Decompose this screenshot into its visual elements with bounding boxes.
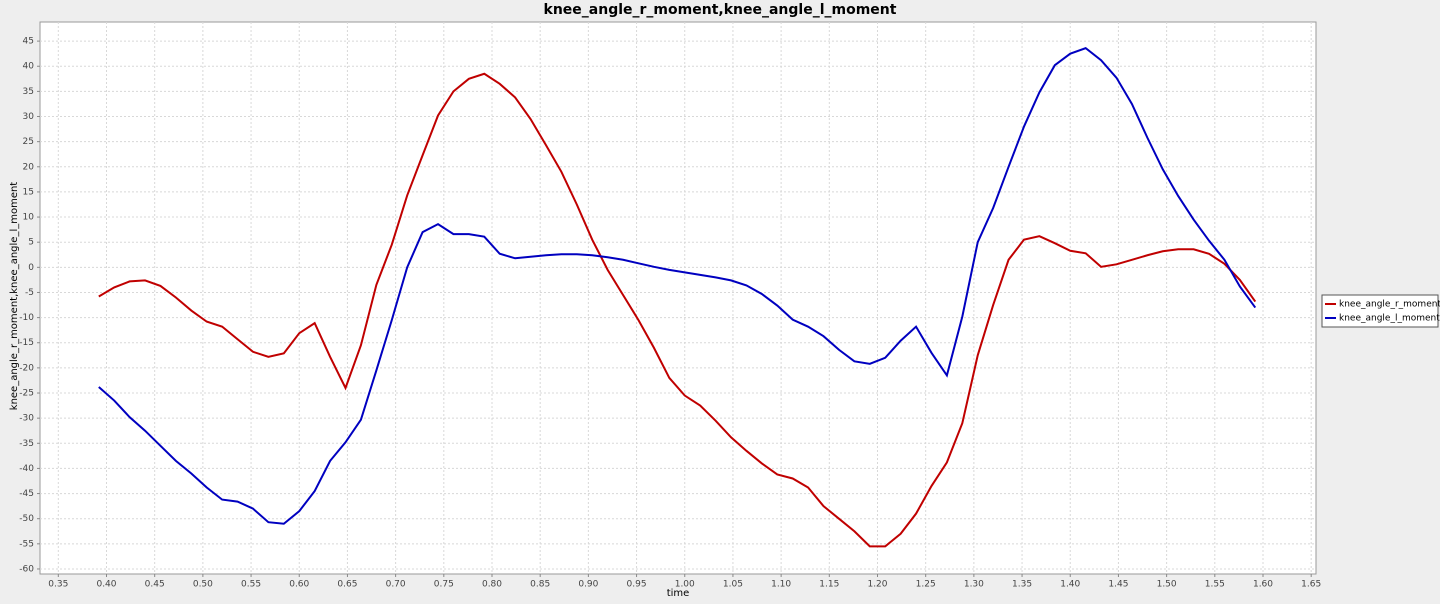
- x-tick-label: 1.05: [723, 580, 743, 590]
- x-tick-label: 0.40: [96, 580, 116, 590]
- x-tick-label: 1.50: [1157, 580, 1177, 590]
- x-tick-label: 1.40: [1060, 580, 1080, 590]
- legend-label: knee_angle_r_moment: [1339, 300, 1440, 310]
- y-tick-label: -5: [25, 288, 34, 298]
- y-tick-label: -60: [19, 564, 34, 574]
- y-tick-label: -50: [19, 514, 34, 524]
- x-tick-label: 1.25: [916, 580, 936, 590]
- plot-area: [39, 21, 1317, 575]
- x-tick-label: 0.45: [145, 580, 165, 590]
- x-tick-label: 0.90: [578, 580, 598, 590]
- x-tick-label: 1.45: [1108, 580, 1128, 590]
- series-line: [98, 72, 1257, 548]
- y-tick-label: 15: [23, 187, 34, 197]
- x-tick-label: 1.20: [867, 580, 887, 590]
- series-line: [98, 47, 1257, 525]
- y-tick-label: 10: [23, 213, 35, 223]
- x-tick-label: 1.55: [1205, 580, 1225, 590]
- x-tick-label: 0.35: [48, 580, 68, 590]
- y-tick-label: -45: [19, 489, 34, 499]
- y-tick-label: 40: [23, 62, 35, 72]
- x-tick-label: 1.35: [1012, 580, 1032, 590]
- x-tick-label: 0.95: [627, 580, 647, 590]
- y-tick-label: -20: [19, 363, 34, 373]
- x-tick-label: 0.55: [241, 580, 261, 590]
- x-tick-label: 0.80: [482, 580, 502, 590]
- y-tick-label: 5: [28, 238, 34, 248]
- y-tick-label: -55: [19, 539, 34, 549]
- y-tick-label: -10: [19, 313, 34, 323]
- y-tick-label: 35: [23, 87, 34, 97]
- y-tick-label: 30: [23, 112, 35, 122]
- x-tick-label: 0.60: [289, 580, 309, 590]
- x-tick-label: 1.30: [964, 580, 984, 590]
- x-tick-label: 0.70: [386, 580, 406, 590]
- y-tick-label: -25: [19, 389, 34, 399]
- y-tick-label: -15: [19, 338, 34, 348]
- x-tick-label: 1.65: [1301, 580, 1321, 590]
- y-tick-label: -30: [19, 414, 34, 424]
- x-tick-label: 1.00: [675, 580, 695, 590]
- x-tick-label: 1.60: [1253, 580, 1273, 590]
- x-tick-label: 0.65: [337, 580, 357, 590]
- x-axis-label: time: [667, 588, 690, 599]
- x-tick-label: 1.10: [771, 580, 791, 590]
- y-tick-label: 0: [28, 263, 34, 273]
- x-tick-label: 0.75: [434, 580, 454, 590]
- y-tick-label: -35: [19, 439, 34, 449]
- y-tick-label: 45: [23, 37, 34, 47]
- x-tick-label: 1.15: [819, 580, 839, 590]
- x-tick-label: 0.85: [530, 580, 550, 590]
- y-tick-label: -40: [19, 464, 34, 474]
- y-axis-label: knee_angle_r_moment,knee_angle_l_moment: [9, 182, 20, 411]
- chart-title: knee_angle_r_moment,knee_angle_l_moment: [544, 2, 897, 18]
- legend-label: knee_angle_l_moment: [1339, 314, 1440, 324]
- y-tick-label: 25: [23, 137, 34, 147]
- legend: [1321, 294, 1439, 328]
- y-tick-label: 20: [23, 162, 35, 172]
- x-tick-label: 0.50: [193, 580, 213, 590]
